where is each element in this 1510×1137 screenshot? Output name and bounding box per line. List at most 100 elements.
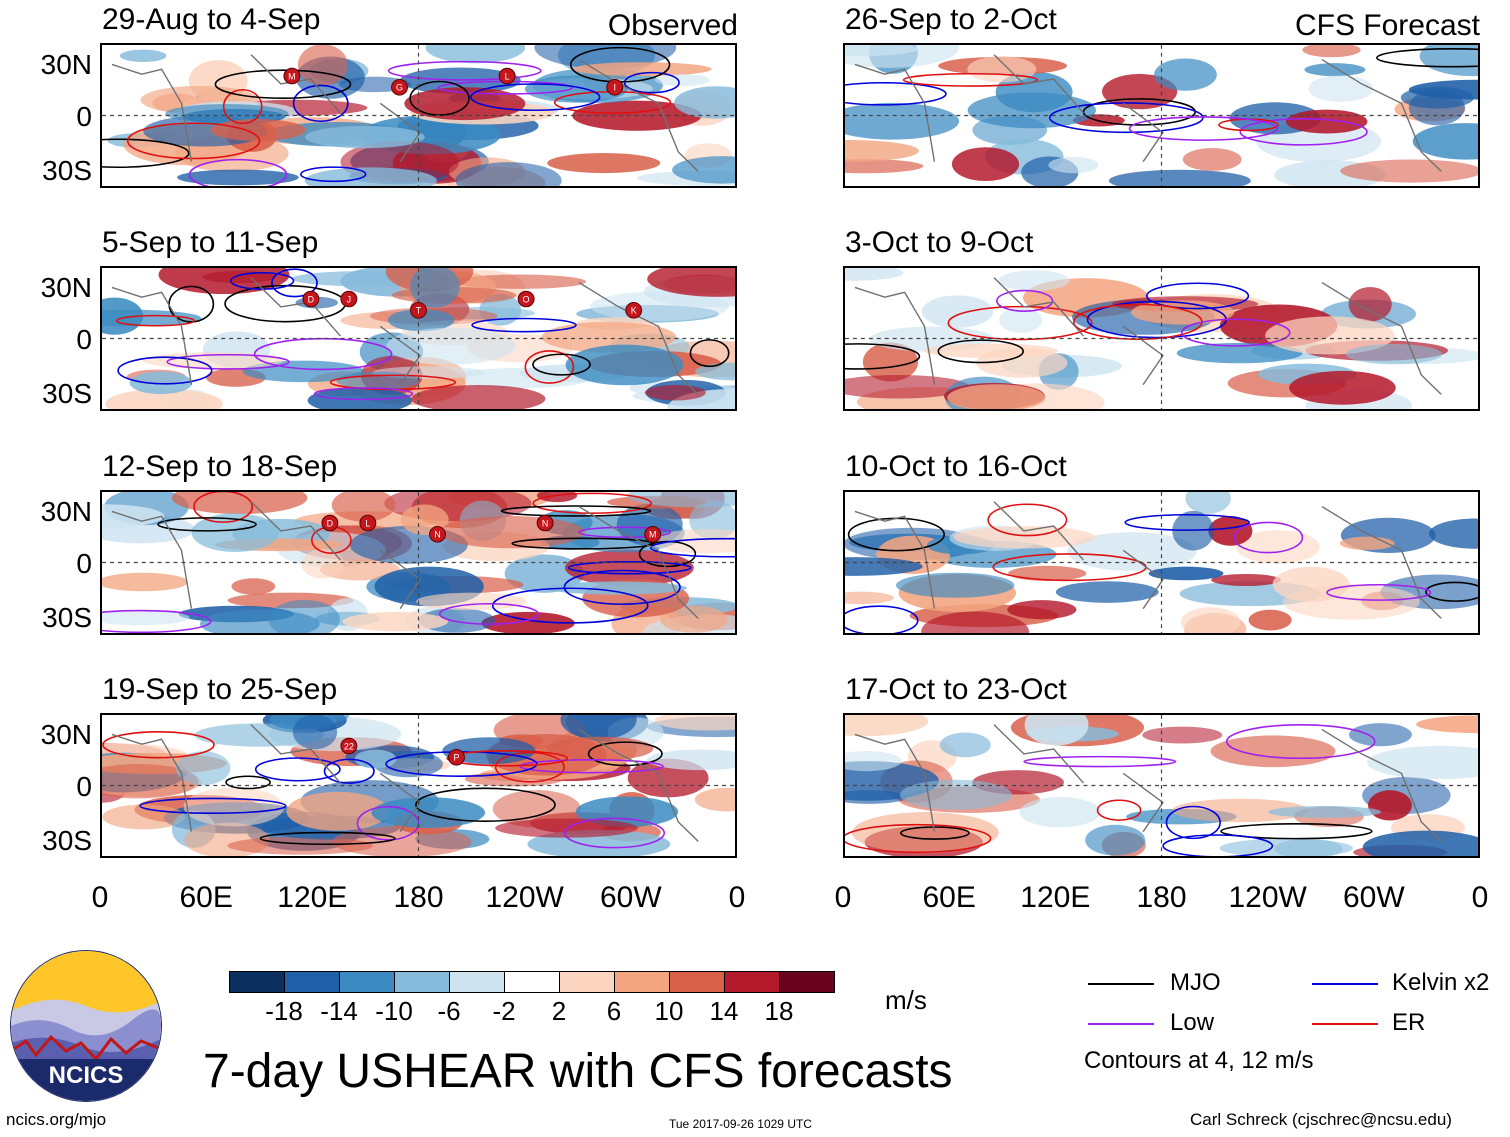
storm-marker: L (498, 67, 516, 85)
footer-url[interactable]: ncics.org/mjo (6, 1110, 107, 1129)
contour-line (115, 314, 196, 327)
legend-label-er: ER (1392, 1009, 1426, 1036)
contour-line (1145, 282, 1250, 310)
map-panel: 22 P (100, 713, 737, 858)
shear-anomaly-field (107, 45, 735, 186)
colorbar-segment (504, 971, 560, 993)
contour-line (1165, 805, 1221, 840)
contour-line (524, 350, 575, 384)
storm-marker: O (517, 290, 535, 308)
colorbar-segment (394, 971, 450, 993)
longitude-label: 60W (599, 881, 662, 914)
legend-swatch-kelvin (1312, 983, 1378, 985)
contour-line (845, 605, 919, 633)
contour-line (563, 817, 666, 849)
panel-title: 17-Oct to 23-Oct (845, 673, 1067, 706)
longitude-label: 60W (1342, 881, 1405, 914)
contour-line (947, 305, 1093, 341)
contour-line (438, 602, 540, 625)
colorbar-tick-label: -2 (492, 996, 516, 1026)
contour-line (313, 387, 414, 401)
contour-line (271, 268, 318, 298)
storm-marker: N (429, 526, 446, 543)
colorbar-tick-label: 10 (654, 996, 684, 1026)
longitude-label: 0 (728, 881, 746, 914)
contour-line (323, 758, 375, 784)
longitude-label: 0 (91, 881, 109, 914)
storm-label: 22 (344, 742, 354, 752)
contour-line (1220, 823, 1373, 840)
contour-line (253, 337, 393, 371)
storm-marker: M (283, 67, 301, 85)
longitude-label: 180 (1136, 881, 1187, 914)
legend-swatch-low (1088, 1023, 1154, 1025)
contour-line (214, 69, 352, 99)
contour-line (188, 158, 288, 186)
coastlines (111, 724, 699, 842)
contour-line (415, 787, 556, 822)
shear-anomaly-field (845, 45, 1478, 186)
storm-label: P (454, 753, 460, 763)
longitude-label: 120W (485, 881, 564, 914)
contour-line (470, 83, 601, 112)
panel-title: 10-Oct to 16-Oct (845, 450, 1067, 483)
contour-line (845, 81, 947, 106)
legend-label-mjo: MJO (1170, 969, 1221, 996)
contour-line (845, 343, 921, 370)
colorbar-tick-label: -14 (320, 996, 358, 1026)
contour-line (1162, 834, 1274, 856)
contour-line (157, 517, 257, 532)
contour-line (254, 757, 341, 782)
storm-marker: K (625, 302, 643, 319)
storm-marker: M (644, 526, 662, 543)
storm-label: G (396, 83, 403, 93)
map-panel (843, 713, 1480, 858)
shear-anomaly-field (845, 715, 1478, 856)
latitude-label: 30S (42, 378, 92, 409)
latitude-label: 0 (76, 771, 92, 802)
longitude-label: 60E (179, 881, 233, 914)
panel-title: 3-Oct to 9-Oct (845, 226, 1034, 259)
legend-label-low: Low (1170, 1009, 1215, 1036)
colorbar-segment (559, 971, 615, 993)
contour-line (500, 505, 652, 517)
longitude-label: 60E (922, 881, 976, 914)
contour-line (292, 84, 349, 123)
contour-line (222, 88, 263, 125)
storm-label: D (327, 519, 333, 529)
latitude-label: 0 (76, 548, 92, 579)
panel-title: 26-Sep to 2-Oct (845, 3, 1057, 36)
contour-line (1180, 318, 1291, 347)
colorbar-unit: m/s (885, 985, 927, 1015)
colorbar-segment (614, 971, 670, 993)
latitude-label: 30S (42, 155, 92, 186)
latitude-label: 30N (40, 272, 92, 303)
storm-marker: I (606, 79, 624, 96)
contour-line (1425, 581, 1478, 602)
contour-line (139, 797, 287, 814)
legend-swatch-er (1312, 1023, 1378, 1025)
map-panel: D T O K J (100, 266, 737, 411)
latitude-label: 30N (40, 49, 92, 80)
contour-line (225, 775, 271, 790)
shear-anomaly-field (845, 492, 1478, 633)
storm-marker: L (359, 514, 377, 532)
contour-line (471, 317, 577, 333)
storm-marker: G (391, 79, 408, 96)
contour-line (1376, 48, 1478, 68)
storm-marker: J (340, 290, 358, 308)
map-panel: D N N M L (100, 490, 737, 635)
storm-label: N (434, 530, 440, 540)
colorbar-tick-label: -10 (375, 996, 413, 1026)
contour-line (511, 537, 655, 550)
contour-line (117, 356, 213, 385)
panel-title: 19-Sep to 25-Sep (102, 673, 338, 706)
storm-label: T (416, 306, 422, 316)
storm-label: M (288, 72, 295, 82)
contour-line (1128, 116, 1278, 141)
storm-label: N (542, 519, 548, 529)
storm-marker: 22 (340, 737, 358, 755)
storm-marker: N (536, 514, 554, 532)
contour-line (689, 339, 730, 368)
map-panel: M G L I (100, 43, 737, 188)
